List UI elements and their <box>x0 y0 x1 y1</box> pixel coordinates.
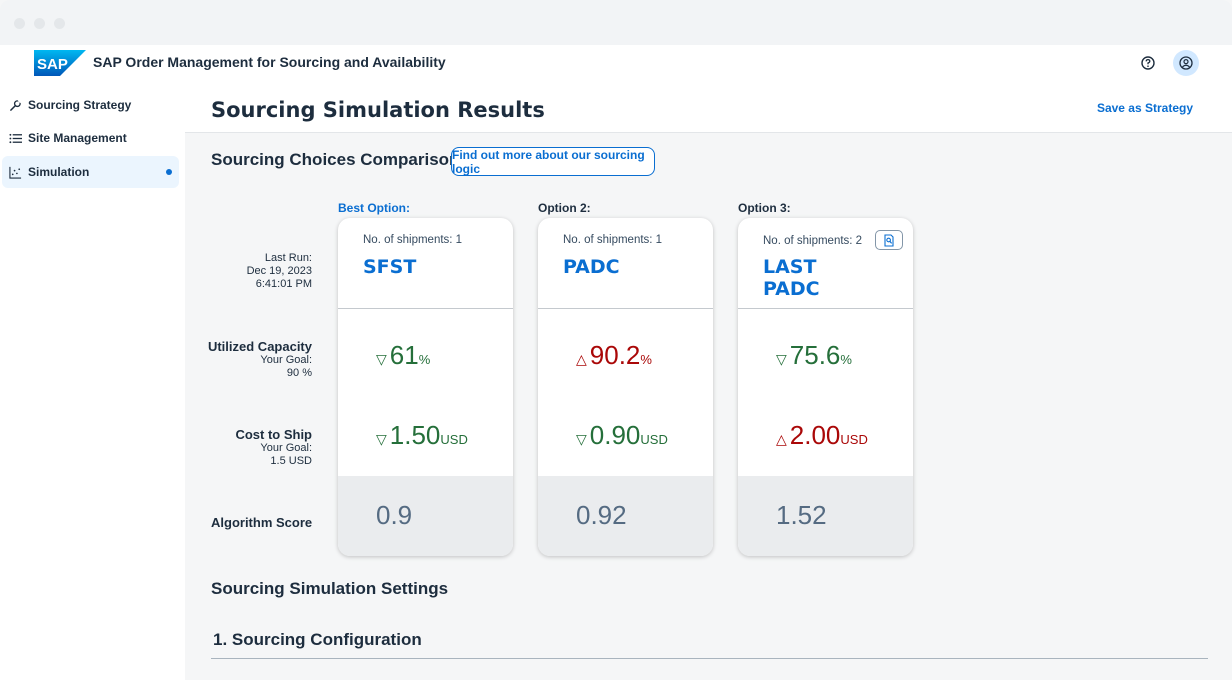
algorithm-score-value: 0.92 <box>576 500 627 530</box>
window-close-dot[interactable] <box>14 18 25 29</box>
last-run-info: Last Run: Dec 19, 2023 6:41:01 PM <box>190 252 312 291</box>
sidebar-item-label: Site Management <box>28 131 127 145</box>
cost-number: 1.50 <box>389 420 441 450</box>
sidebar-item-sourcing-strategy[interactable]: Sourcing Strategy <box>2 89 179 121</box>
capacity-unit: % <box>640 352 652 367</box>
down-arrow-icon: ▽ <box>576 431 587 447</box>
sap-logo[interactable]: SAP <box>34 50 86 76</box>
help-icon <box>1141 56 1155 70</box>
window-zoom-dot[interactable] <box>54 18 65 29</box>
algorithm-score-row-label: Algorithm Score <box>211 515 333 530</box>
capacity-goal-label: Your Goal: <box>260 354 312 366</box>
section-divider <box>211 658 1208 659</box>
cost-goal-value: 1.5 USD <box>270 455 312 467</box>
cost-number: 0.90 <box>589 420 641 450</box>
sidebar-item-site-management[interactable]: Site Management <box>2 122 179 154</box>
comparison-section-title: Sourcing Choices Comparison <box>211 150 460 169</box>
site-list: SFST <box>363 256 483 278</box>
up-arrow-icon: △ <box>576 351 587 367</box>
last-run-time: 6:41:01 PM <box>255 278 312 290</box>
cost-unit: USD <box>840 432 868 447</box>
up-arrow-icon: △ <box>776 431 787 447</box>
shipment-details-button[interactable] <box>875 230 903 250</box>
side-navigation: Sourcing Strategy Site Management Simula… <box>0 85 185 680</box>
cost-to-ship-row-label: Cost to Ship Your Goal: 1.5 USD <box>190 427 312 468</box>
cost-unit: USD <box>640 432 668 447</box>
utilized-capacity-value: ▽ 75.6 % <box>776 340 852 371</box>
site-code: SFST <box>363 256 417 278</box>
app-title: SAP Order Management for Sourcing and Av… <box>93 54 446 70</box>
cost-unit: USD <box>440 432 468 447</box>
window-titlebar <box>0 0 1232 45</box>
site-code: PADC <box>563 256 620 278</box>
help-button[interactable] <box>1135 50 1161 76</box>
svg-text:SAP: SAP <box>37 56 68 73</box>
capacity-unit: % <box>840 352 852 367</box>
capacity-number: 61 <box>389 340 419 370</box>
algorithm-score-value: 1.52 <box>776 500 827 530</box>
save-as-strategy-button[interactable]: Save as Strategy <box>1096 101 1193 115</box>
card-divider <box>338 308 513 309</box>
capacity-goal-value: 90 % <box>286 367 312 379</box>
user-icon <box>1179 56 1193 70</box>
page-header: Sourcing Simulation Results Save as Stra… <box>185 85 1232 133</box>
site-list: PADC <box>563 256 683 278</box>
cost-to-ship-value: ▽ 0.90 USD <box>576 420 668 451</box>
sourcing-logic-button[interactable]: Find out more about our sourcing logic <box>451 147 655 176</box>
sourcing-configuration-title[interactable]: 1. Sourcing Configuration <box>213 630 422 649</box>
last-run-date: Dec 19, 2023 <box>246 265 312 277</box>
capacity-number: 90.2 <box>589 340 641 370</box>
option-card-1[interactable]: No. of shipments: 1 SFST ▽ 61 % ▽ 1.50 U… <box>338 218 513 556</box>
site-code: PADC <box>763 278 820 300</box>
down-arrow-icon: ▽ <box>776 351 787 367</box>
algorithm-score-box: 0.9 <box>338 476 513 556</box>
capacity-label: Utilized Capacity <box>207 339 312 354</box>
cost-goal-label: Your Goal: <box>260 442 312 454</box>
shipments-count: No. of shipments: 2 <box>763 235 863 247</box>
cost-label: Cost to Ship <box>235 427 312 442</box>
active-indicator-dot <box>166 169 172 175</box>
card-divider <box>538 308 713 309</box>
sidebar-item-simulation[interactable]: Simulation <box>2 156 179 188</box>
option-3-heading: Option 3: <box>738 201 791 215</box>
card-divider <box>738 308 913 309</box>
cost-to-ship-value: ▽ 1.50 USD <box>376 420 468 451</box>
cost-number: 2.00 <box>789 420 841 450</box>
option-1-heading: Best Option: <box>338 201 410 215</box>
list-icon <box>8 131 22 145</box>
utilized-capacity-value: △ 90.2 % <box>576 340 652 371</box>
score-label: Algorithm Score <box>211 515 313 530</box>
site-code: LAST <box>763 256 817 278</box>
down-arrow-icon: ▽ <box>376 351 387 367</box>
sidebar-item-label: Sourcing Strategy <box>28 98 132 112</box>
algorithm-score-box: 1.52 <box>738 476 913 556</box>
page-title: Sourcing Simulation Results <box>211 98 545 122</box>
shipments-count: No. of shipments: 1 <box>363 234 463 246</box>
utilized-capacity-row-label: Utilized Capacity Your Goal: 90 % <box>190 339 312 380</box>
option-2-heading: Option 2: <box>538 201 591 215</box>
wrench-icon <box>8 98 22 112</box>
user-button[interactable] <box>1173 50 1199 76</box>
settings-section-title: Sourcing Simulation Settings <box>211 579 449 598</box>
option-card-2[interactable]: No. of shipments: 1 PADC △ 90.2 % ▽ 0.90… <box>538 218 713 556</box>
document-search-icon <box>884 233 894 247</box>
cost-to-ship-value: △ 2.00 USD <box>776 420 868 451</box>
capacity-number: 75.6 <box>789 340 841 370</box>
algorithm-score-value: 0.9 <box>376 500 413 530</box>
site-list: LAST PADC <box>763 256 883 300</box>
shell-bar: SAP SAP Order Management for Sourcing an… <box>0 45 1232 85</box>
utilized-capacity-value: ▽ 61 % <box>376 340 430 371</box>
chart-icon <box>8 165 22 179</box>
sidebar-item-label: Simulation <box>28 165 90 179</box>
shipments-count: No. of shipments: 1 <box>563 234 663 246</box>
down-arrow-icon: ▽ <box>376 431 387 447</box>
window-minimize-dot[interactable] <box>34 18 45 29</box>
algorithm-score-box: 0.92 <box>538 476 713 556</box>
capacity-unit: % <box>418 352 431 367</box>
option-card-3[interactable]: No. of shipments: 2 LAST PADC ▽ 75.6 % △… <box>738 218 913 556</box>
last-run-label: Last Run: <box>264 252 312 264</box>
